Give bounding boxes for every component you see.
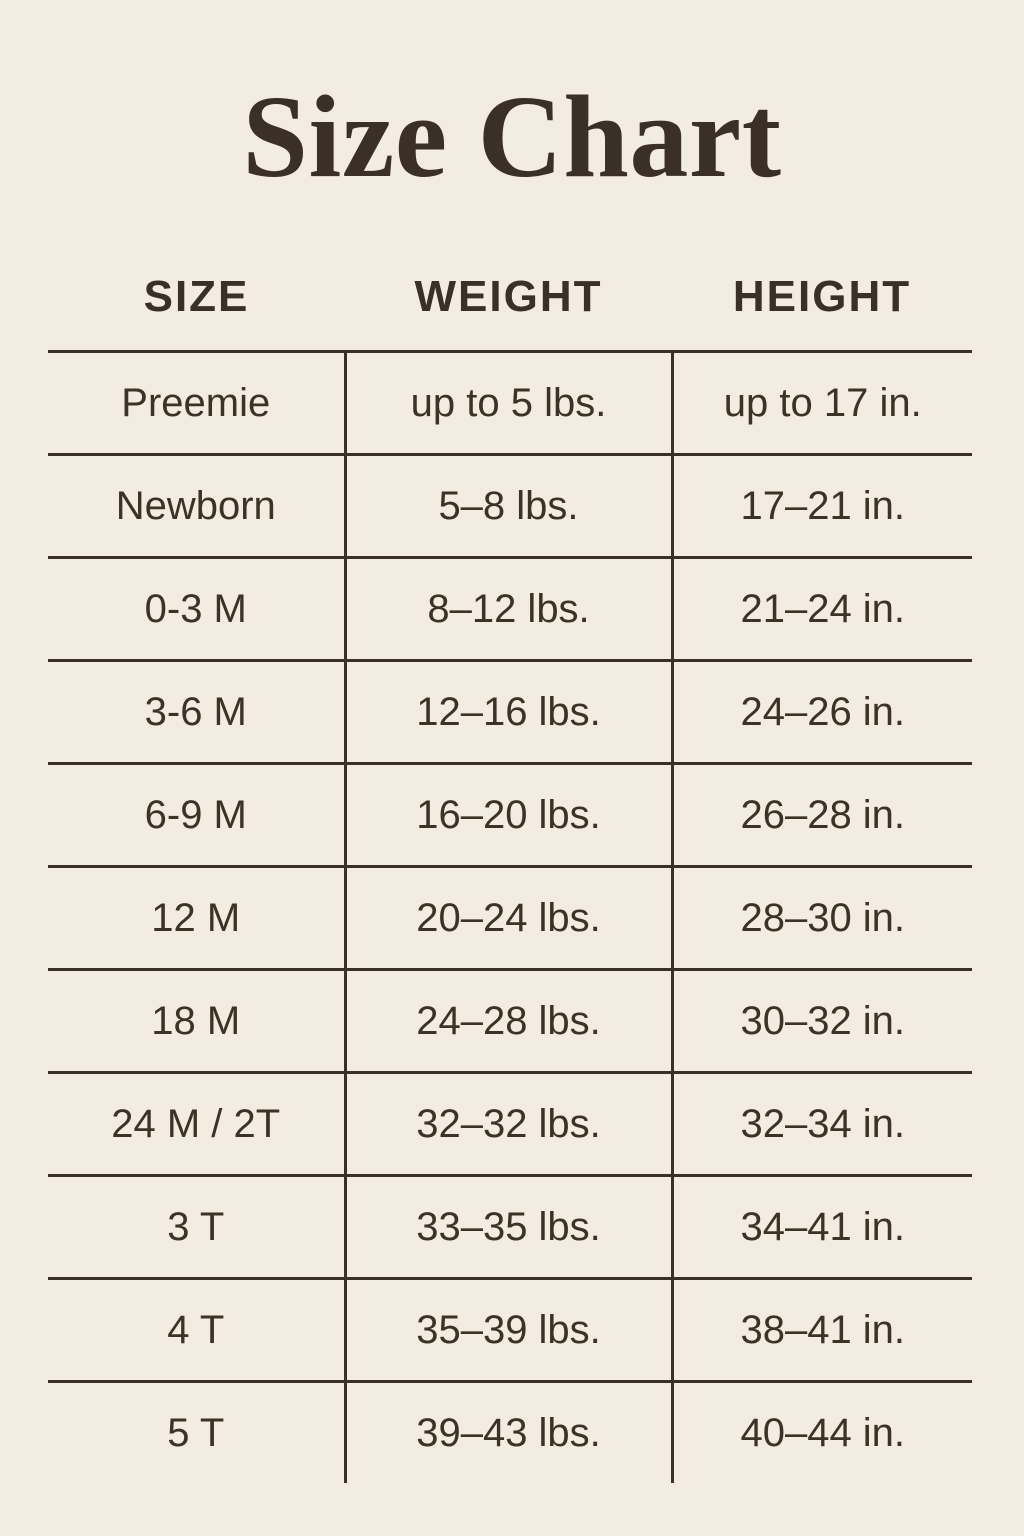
cell-height: 21–24 in. [670,556,972,661]
cell-height: 30–32 in. [670,968,972,1073]
cell-weight: 24–28 lbs. [343,968,672,1073]
page-title: Size Chart [242,71,782,202]
cell-size: 24 M / 2T [48,1071,345,1176]
cell-size: 3-6 M [48,659,345,764]
table-row: 24 M / 2T 32–32 lbs. 32–34 in. [48,1071,972,1176]
cell-size: 18 M [48,968,345,1073]
cell-weight: 16–20 lbs. [343,762,672,867]
table-row: Preemie up to 5 lbs. up to 17 in. [48,350,972,455]
table-header-row: SIZE WEIGHT HEIGHT [48,272,972,352]
size-chart-table: SIZE WEIGHT HEIGHT Preemie up to 5 lbs. … [48,272,972,1483]
table-row: Newborn 5–8 lbs. 17–21 in. [48,453,972,558]
column-header-size: SIZE [143,272,250,321]
cell-size: 6-9 M [48,762,345,867]
cell-height: 26–28 in. [670,762,972,867]
cell-weight: 32–32 lbs. [343,1071,672,1176]
cell-size: 5 T [48,1380,345,1483]
table-row: 3 T 33–35 lbs. 34–41 in. [48,1174,972,1279]
cell-height: 32–34 in. [670,1071,972,1176]
cell-height: up to 17 in. [670,350,972,455]
table-row: 3-6 M 12–16 lbs. 24–26 in. [48,659,972,764]
cell-height: 38–41 in. [670,1277,972,1382]
cell-weight: 39–43 lbs. [343,1380,672,1483]
cell-weight: 33–35 lbs. [343,1174,672,1279]
cell-weight: 8–12 lbs. [343,556,672,661]
cell-weight: 12–16 lbs. [343,659,672,764]
table-row: 5 T 39–43 lbs. 40–44 in. [48,1380,972,1483]
cell-size: Preemie [48,350,345,455]
table-row: 12 M 20–24 lbs. 28–30 in. [48,865,972,970]
cell-weight: 20–24 lbs. [343,865,672,970]
table-row: 18 M 24–28 lbs. 30–32 in. [48,968,972,1073]
cell-size: 0-3 M [48,556,345,661]
cell-weight: 5–8 lbs. [343,453,672,558]
cell-weight: up to 5 lbs. [343,350,672,455]
table-row: 4 T 35–39 lbs. 38–41 in. [48,1277,972,1382]
cell-weight: 35–39 lbs. [343,1277,672,1382]
table-row: 0-3 M 8–12 lbs. 21–24 in. [48,556,972,661]
cell-height: 28–30 in. [670,865,972,970]
cell-height: 40–44 in. [670,1380,972,1483]
column-header-height: HEIGHT [732,272,912,321]
column-header-weight: WEIGHT [414,272,603,321]
cell-size: 4 T [48,1277,345,1382]
table-row: 6-9 M 16–20 lbs. 26–28 in. [48,762,972,867]
cell-height: 24–26 in. [670,659,972,764]
table-header: SIZE WEIGHT HEIGHT [48,272,972,352]
cell-height: 17–21 in. [670,453,972,558]
cell-size: Newborn [48,453,345,558]
size-chart-table-container: SIZE WEIGHT HEIGHT Preemie up to 5 lbs. … [48,272,972,1483]
cell-size: 12 M [48,865,345,970]
cell-size: 3 T [48,1174,345,1279]
cell-height: 34–41 in. [670,1174,972,1279]
table-body: Preemie up to 5 lbs. up to 17 in. Newbor… [48,350,972,1483]
